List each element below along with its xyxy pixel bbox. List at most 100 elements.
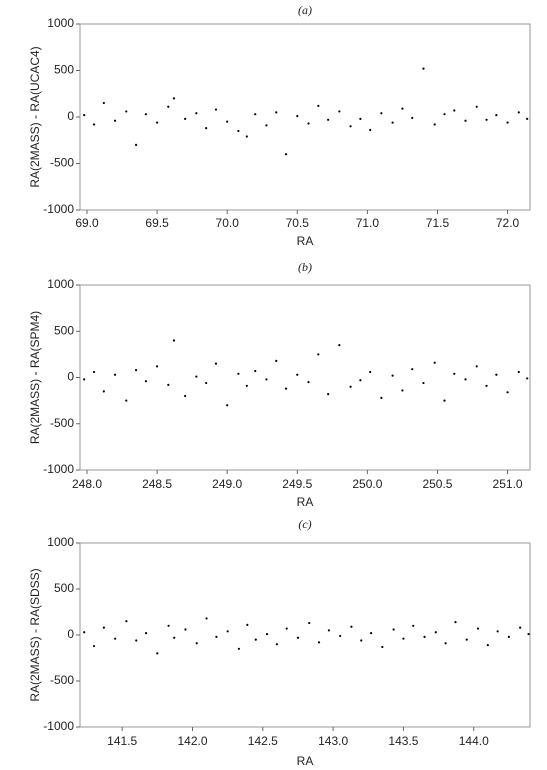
point — [215, 635, 218, 638]
x-tick-label: 251.0 — [493, 477, 523, 491]
point — [265, 124, 268, 127]
point — [134, 143, 138, 146]
x-tick-label: 70.5 — [286, 216, 310, 230]
point — [422, 67, 425, 70]
point — [307, 381, 310, 384]
point — [464, 119, 467, 122]
point — [184, 628, 187, 631]
point — [519, 626, 522, 629]
x-tick-label: 143.5 — [388, 734, 418, 748]
point — [184, 117, 187, 120]
point — [102, 101, 105, 105]
point — [195, 112, 198, 115]
point — [464, 378, 467, 381]
y-tick-label: 0 — [67, 627, 74, 641]
point — [113, 373, 117, 376]
point — [114, 637, 117, 640]
point — [195, 375, 198, 378]
point — [475, 105, 478, 108]
point — [444, 642, 447, 645]
y-tick-label: -1000 — [43, 202, 74, 216]
y-tick-label: -500 — [50, 416, 74, 430]
x-tick-label: 71.5 — [426, 216, 450, 230]
x-tick-label: 249.5 — [282, 477, 312, 491]
point — [275, 643, 278, 646]
point — [475, 365, 478, 368]
point — [205, 381, 208, 385]
point — [339, 634, 342, 638]
point — [167, 105, 170, 108]
point — [517, 370, 520, 374]
x-tick-label: 69.0 — [75, 216, 99, 230]
point — [254, 113, 257, 116]
point — [214, 108, 218, 111]
point — [506, 121, 509, 124]
x-tick-label: 69.5 — [145, 216, 169, 230]
point — [401, 389, 404, 392]
point — [195, 642, 198, 645]
y-tick-label: -1000 — [43, 462, 74, 476]
point — [102, 626, 106, 629]
x-tick-label: 72.0 — [496, 216, 520, 230]
x-tick-label: 142.5 — [248, 734, 278, 748]
point — [296, 636, 300, 639]
point — [125, 399, 128, 402]
point — [226, 120, 229, 123]
y-tick-label: 500 — [54, 63, 74, 77]
point — [245, 135, 248, 138]
point — [433, 123, 436, 126]
point — [327, 393, 330, 396]
point — [92, 644, 96, 648]
point — [296, 373, 299, 376]
x-tick-label: 143.0 — [318, 734, 348, 748]
point — [317, 104, 320, 107]
point — [350, 625, 353, 628]
point — [307, 122, 310, 125]
point — [526, 377, 529, 380]
point — [443, 399, 446, 402]
point — [285, 627, 288, 630]
point — [327, 118, 330, 121]
panel-title: (b) — [298, 260, 312, 274]
point — [380, 112, 383, 115]
x-axis-label: RA — [297, 495, 314, 509]
point — [125, 110, 128, 113]
y-tick-label: 1000 — [47, 277, 74, 291]
point — [411, 368, 414, 371]
point — [237, 372, 240, 375]
point — [172, 97, 176, 100]
point — [275, 359, 278, 362]
point — [226, 404, 229, 407]
point — [265, 378, 268, 381]
y-tick-label: 0 — [67, 370, 74, 384]
y-tick-label: -500 — [50, 673, 74, 687]
point — [527, 632, 530, 636]
point — [237, 129, 240, 133]
point — [205, 617, 208, 620]
y-axis-label: RA(2MASS) - RA(SPM4) — [28, 311, 42, 444]
point — [401, 107, 404, 110]
point — [144, 380, 147, 383]
point — [265, 632, 269, 636]
point — [338, 344, 341, 347]
x-axis-label: RA — [297, 234, 314, 248]
point — [485, 118, 488, 121]
point — [433, 361, 436, 364]
point — [412, 624, 415, 627]
point — [144, 113, 147, 116]
point — [156, 365, 159, 368]
y-tick-label: 500 — [54, 323, 74, 337]
plot-frame — [79, 284, 531, 471]
point — [92, 123, 96, 126]
point — [338, 110, 341, 113]
point — [237, 647, 241, 650]
plot-frame — [79, 23, 531, 211]
point — [391, 374, 394, 377]
point — [381, 645, 384, 649]
point — [402, 637, 405, 640]
y-tick-label: 500 — [54, 581, 74, 595]
point — [125, 620, 128, 623]
x-tick-label: 70.0 — [216, 216, 240, 230]
point — [144, 632, 148, 635]
